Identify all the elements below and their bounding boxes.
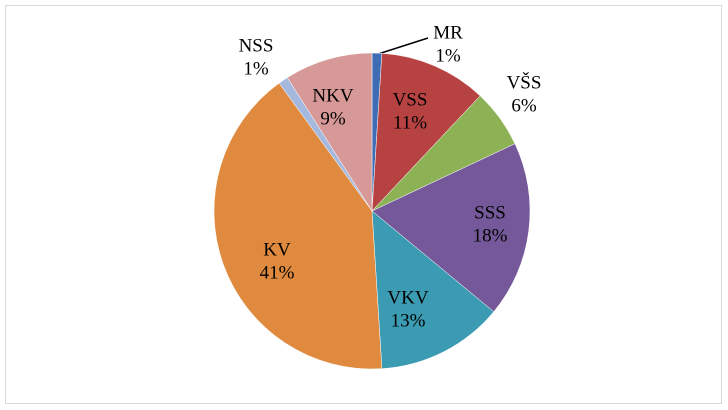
slice-label-name: KV <box>263 239 291 260</box>
pie-slice <box>213 82 383 370</box>
slice-label-value: 18% <box>473 225 508 246</box>
slice-label-value: 1% <box>243 58 269 79</box>
slice-label-name: VSS <box>393 89 428 110</box>
slice-label-name: SSS <box>474 202 506 223</box>
pie-slice <box>371 143 531 313</box>
leader-line <box>374 37 429 56</box>
slice-label-name: NKV <box>312 85 353 106</box>
slice-label-value: 1% <box>435 45 461 66</box>
slice-label-name: VŠS <box>507 71 542 93</box>
slice-label-value: 11% <box>393 112 427 133</box>
pie-slice <box>371 210 495 369</box>
pie-slice <box>371 53 481 212</box>
slice-label-value: 6% <box>511 95 537 116</box>
slice-label-value: 41% <box>260 262 295 283</box>
slice-label-name: VKV <box>387 287 428 308</box>
slice-label-name: NSS <box>239 35 274 56</box>
slice-label-value: 13% <box>391 310 426 331</box>
pie-slice <box>286 52 373 212</box>
slice-label-name: MR <box>433 22 463 43</box>
slice-label-value: 9% <box>320 108 346 129</box>
